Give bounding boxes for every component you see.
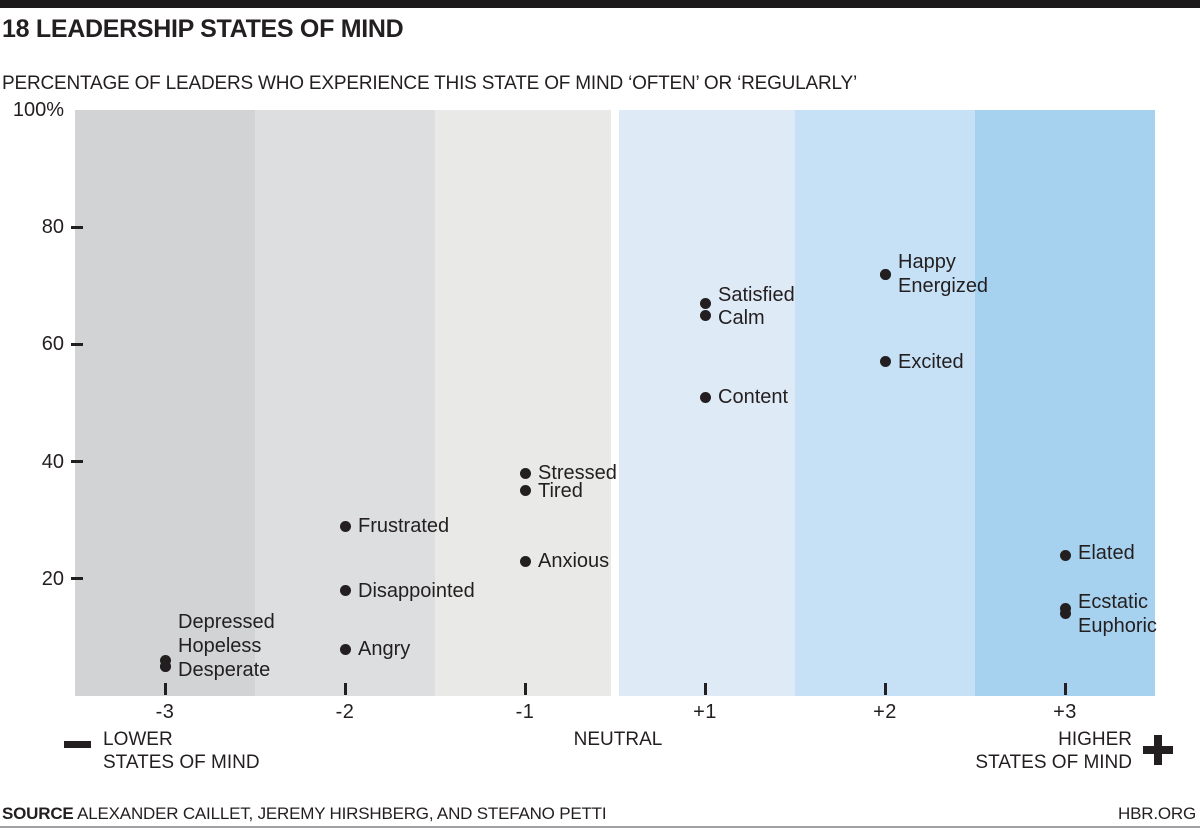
y-tick-label-80: 80 <box>41 216 64 239</box>
data-dot-calm <box>699 309 711 321</box>
data-dot-satisfied <box>699 297 711 309</box>
point-label-line-happy: Happy <box>898 251 956 274</box>
point-label-line-hopeless: Hopeless <box>178 634 262 657</box>
point-label-calm: Calm <box>718 306 765 330</box>
data-dot-tired <box>519 485 531 497</box>
plus-icon <box>1143 735 1173 765</box>
point-label-line-elated: Elated <box>1078 542 1135 565</box>
chart-band-+3 <box>975 110 1155 696</box>
data-dot-content <box>699 391 711 403</box>
legend-higher-line1: HIGHER <box>1058 729 1132 750</box>
point-label-line-angry: Angry <box>358 638 411 661</box>
y-tick-label-100: 100% <box>12 99 64 121</box>
top-rule-bar <box>0 0 1200 8</box>
point-label-line-stressed: Stressed <box>538 462 617 485</box>
source-label: SOURCE <box>2 804 74 823</box>
y-tick-label-40: 40 <box>41 450 64 473</box>
point-label-excited: Excited <box>898 350 964 374</box>
point-label-content: Content <box>718 385 788 409</box>
neutral-divider <box>611 110 619 696</box>
legend-neutral: NEUTRAL <box>573 729 663 750</box>
data-dot-ecstatic <box>1059 602 1071 614</box>
x-tick-label--2: -2 <box>335 701 355 723</box>
x-tick-dash-+3 <box>1063 683 1067 695</box>
source-text: ALEXANDER CAILLET, JEREMY HIRSHBERG, AND… <box>77 804 607 823</box>
data-dot-frustrated <box>339 520 351 532</box>
point-label-happy-energized: Happy Energized <box>898 250 988 298</box>
y-tick-dash-40 <box>71 460 83 464</box>
chart-subtitle: PERCENTAGE OF LEADERS WHO EXPERIENCE THI… <box>2 73 857 94</box>
point-label-line-energized: Energized <box>898 275 989 298</box>
y-tick-dash-60 <box>71 342 83 346</box>
chart-band--2 <box>255 110 435 696</box>
data-dot-desperate <box>159 661 171 673</box>
chart-band--1 <box>435 110 615 696</box>
x-tick-label--1: -1 <box>515 701 535 723</box>
point-label-line-excited: Excited <box>898 350 964 373</box>
point-label-line-disappointed: Disappointed <box>358 579 475 602</box>
x-tick-dash--3 <box>163 683 167 695</box>
source-credit: SOURCE ALEXANDER CAILLET, JEREMY HIRSHBE… <box>2 804 607 824</box>
legend-lower-line1: LOWER <box>103 729 173 750</box>
data-dot-euphoric <box>1059 608 1071 620</box>
x-tick-label--3: -3 <box>155 701 175 723</box>
x-tick-label-+2: +2 <box>873 701 897 723</box>
y-tick-dash-80 <box>71 225 83 229</box>
chart-band-+2 <box>795 110 975 696</box>
x-tick-label-+3: +3 <box>1053 701 1077 723</box>
point-label-line-satisfied: Satisfied <box>718 284 795 307</box>
point-label-depressed-hopeless-desperate: Depressed Hopeless Desperate <box>178 610 275 682</box>
point-label-angry: Angry <box>358 637 410 661</box>
x-tick-dash-+1 <box>703 683 707 695</box>
x-tick-dash--2 <box>343 683 347 695</box>
y-tick-dash-20 <box>71 577 83 581</box>
x-tick-label-+1: +1 <box>693 701 717 723</box>
data-dot-excited <box>879 356 891 368</box>
y-tick-label-60: 60 <box>41 333 64 356</box>
point-label-tired: Tired <box>538 479 583 503</box>
x-tick-dash--1 <box>523 683 527 695</box>
point-label-ecstatic-euphoric: Ecstatic Euphoric <box>1078 590 1157 638</box>
chart-band-+1 <box>615 110 795 696</box>
point-label-elated: Elated <box>1078 541 1135 565</box>
point-label-frustrated: Frustrated <box>358 514 449 538</box>
plot-area: Depressed Hopeless Desperate Frustrated Disa… <box>75 110 1157 696</box>
y-tick-label-20: 20 <box>41 567 64 590</box>
point-label-line-desperate: Desperate <box>178 658 271 681</box>
site-label: HBR.ORG <box>1118 804 1196 823</box>
legend-higher-line2: STATES OF MIND <box>975 752 1132 773</box>
point-label-line-tired: Tired <box>538 479 583 502</box>
data-dot-anxious <box>519 555 531 567</box>
bottom-rule-bar <box>0 826 1200 828</box>
point-label-satisfied: Satisfied <box>718 283 795 307</box>
chart-band--3 <box>75 110 255 696</box>
chart-title: 18 LEADERSHIP STATES OF MIND <box>2 15 404 43</box>
point-label-line-depressed: Depressed <box>178 610 275 633</box>
point-label-line-euphoric: Euphoric <box>1078 615 1157 638</box>
point-label-anxious: Anxious <box>538 549 609 573</box>
legend-lower-states: LOWER STATES OF MIND <box>103 728 260 774</box>
x-tick-dash-+2 <box>883 683 887 695</box>
minus-icon <box>64 741 91 748</box>
data-dot-stressed <box>519 467 531 479</box>
point-label-line-ecstatic: Ecstatic <box>1078 591 1149 614</box>
data-dot-energized <box>879 268 891 280</box>
data-dot-disappointed <box>339 585 351 597</box>
legend-higher-states: HIGHER STATES OF MIND <box>932 728 1132 774</box>
point-label-line-calm: Calm <box>718 307 765 330</box>
point-label-line-content: Content <box>718 386 789 409</box>
point-label-stressed: Stressed <box>538 461 617 485</box>
point-label-disappointed: Disappointed <box>358 579 475 603</box>
data-dot-depressed <box>159 655 171 667</box>
point-label-line-anxious: Anxious <box>538 550 610 573</box>
legend-lower-line2: STATES OF MIND <box>103 752 260 773</box>
point-label-line-frustrated: Frustrated <box>358 515 450 538</box>
data-dot-elated <box>1059 549 1071 561</box>
data-dot-angry <box>339 643 351 655</box>
